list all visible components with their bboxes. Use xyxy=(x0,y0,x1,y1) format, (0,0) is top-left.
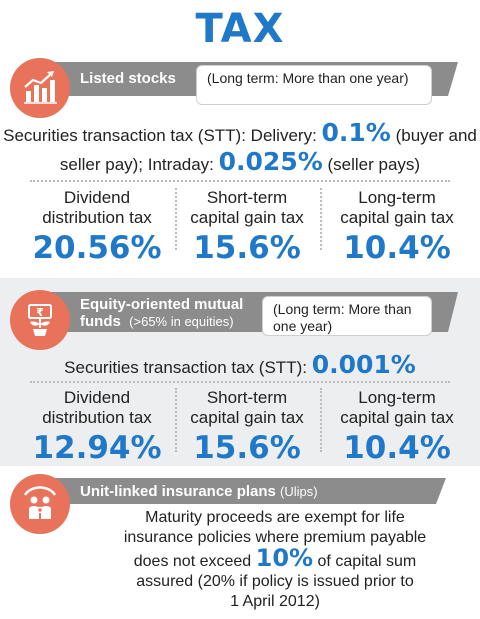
mutual-funds-note: (Long term: More than one year) xyxy=(262,296,432,336)
long-term-gain-column: Long-term capital gain tax 10.4% xyxy=(322,388,472,466)
short-term-gain-column: Short-term capital gain tax 15.6% xyxy=(172,388,322,466)
ulips-description: Maturity proceeds are exempt for life in… xyxy=(123,509,427,610)
dividend-tax-column: Dividend distribution tax 20.56% xyxy=(22,188,172,266)
divider xyxy=(175,388,177,452)
ulips-section: Unit-linked insurance plans (Ulips) Matu… xyxy=(0,470,480,619)
page-title: TAX xyxy=(195,6,285,52)
ulips-header-bar xyxy=(40,478,446,504)
rate-value: 15.6% xyxy=(193,230,301,266)
mutual-funds-header: Equity-oriented mutual funds (>65% in eq… xyxy=(80,296,244,330)
divider xyxy=(175,188,177,250)
stt-delivery-rate: 0.1% xyxy=(321,118,391,147)
rate-value: 15.6% xyxy=(193,430,301,466)
stt-rate: 0.001% xyxy=(311,350,416,379)
listed-stocks-section: Listed stocks (Long term: More than one … xyxy=(0,58,480,270)
divider xyxy=(320,388,322,452)
rate-value: 12.94% xyxy=(32,430,162,466)
rate-value: 10.4% xyxy=(343,230,451,266)
stt-intraday-rate: 0.025% xyxy=(218,147,323,176)
rising-bar-chart-icon xyxy=(10,58,70,118)
divider xyxy=(320,188,322,250)
rate-value: 20.56% xyxy=(32,230,162,266)
premium-limit-rate: 10% xyxy=(255,544,314,572)
rupee-note-plant-icon: ₹ xyxy=(10,290,70,350)
mutual-funds-section: Equity-oriented mutual funds (>65% in eq… xyxy=(0,278,480,466)
ulips-header: Unit-linked insurance plans (Ulips) xyxy=(80,483,318,500)
divider xyxy=(30,381,450,383)
long-term-gain-column: Long-term capital gain tax 10.4% xyxy=(322,188,472,266)
listed-stocks-stt-line-1: Securities transaction tax (STT): Delive… xyxy=(3,118,477,147)
mutual-funds-stt-line: Securities transaction tax (STT): 0.001% xyxy=(64,350,416,379)
short-term-gain-column: Short-term capital gain tax 15.6% xyxy=(172,188,322,266)
listed-stocks-note: (Long term: More than one year) xyxy=(196,65,432,105)
listed-stocks-header: Listed stocks xyxy=(80,70,176,87)
svg-text:₹: ₹ xyxy=(36,306,44,319)
dividend-tax-column: Dividend distribution tax 12.94% xyxy=(22,388,172,466)
family-umbrella-icon xyxy=(10,474,70,534)
listed-stocks-stt-line-2: seller pay); Intraday: 0.025% (seller pa… xyxy=(59,147,421,176)
rate-value: 10.4% xyxy=(343,430,451,466)
divider xyxy=(30,180,450,182)
